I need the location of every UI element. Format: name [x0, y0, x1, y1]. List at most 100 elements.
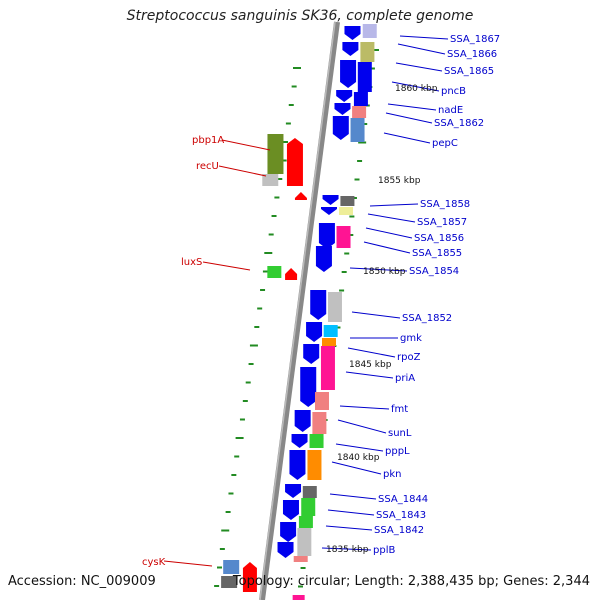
gene-box	[353, 92, 368, 106]
gene-box	[360, 42, 375, 62]
label-leader-lines	[163, 35, 449, 567]
gene-box	[309, 434, 324, 448]
forward-gene-arrow	[289, 450, 306, 480]
forward-gene-arrow	[342, 42, 359, 56]
gene-box	[321, 338, 336, 346]
gene-box	[292, 595, 305, 600]
reverse-gene-arrow	[294, 192, 307, 200]
gene-label-gmk: gmk	[400, 333, 422, 344]
kbp-label-1860: 1860 kbp	[395, 84, 438, 94]
leader-line	[351, 311, 401, 319]
gene-box	[298, 516, 313, 528]
gene-label-ssa1866: SSA_1866	[447, 49, 497, 60]
gene-label-ssa1842: SSA_1842	[374, 525, 424, 536]
leader-line	[345, 371, 394, 379]
leader-line	[363, 241, 411, 254]
gene-label-recu: recU	[196, 161, 219, 172]
leader-line	[202, 261, 251, 271]
forward-gene-arrow	[294, 410, 311, 432]
reverse-gene-arrow	[242, 562, 257, 592]
gene-label-cysk: cysK	[142, 557, 166, 568]
gene-box	[297, 528, 312, 556]
leader-line	[349, 267, 408, 272]
gene-box	[338, 207, 353, 215]
gene-box	[314, 392, 329, 410]
forward-gene-arrow	[315, 246, 332, 272]
leader-line	[397, 43, 446, 55]
gene-box-cysk	[223, 560, 240, 574]
gene-box-pbp1a	[267, 134, 284, 174]
leader-line	[399, 35, 449, 40]
gene-box	[336, 226, 351, 248]
reverse-gene-arrow	[286, 138, 303, 186]
gene-label-sunl: sunL	[388, 428, 412, 439]
gene-label-nade: nadE	[438, 105, 463, 116]
gene-box	[312, 412, 327, 434]
forward-gene-arrow	[322, 195, 339, 205]
gene-features	[221, 24, 377, 600]
gene-label-ssa1867: SSA_1867	[450, 34, 500, 45]
kbp-label-1845: 1845 kbp	[349, 360, 392, 370]
leader-line	[331, 461, 382, 475]
forward-gene-arrow	[344, 26, 361, 40]
leader-line	[365, 227, 413, 239]
leader-line	[395, 62, 443, 72]
gene-label-pbp1a: pbp1A	[192, 135, 224, 146]
gene-box	[262, 174, 279, 186]
forward-gene-arrow	[303, 344, 320, 364]
kbp-label-1835: 1835 kbp	[326, 545, 369, 555]
leader-line	[321, 547, 372, 551]
gene-box	[221, 576, 238, 588]
gene-label-ssa1865: SSA_1865	[444, 66, 494, 77]
leader-line	[335, 443, 384, 452]
gene-box	[357, 62, 372, 92]
gene-label-ssa1843: SSA_1843	[376, 510, 426, 521]
leader-line	[347, 347, 396, 358]
leader-line	[339, 405, 390, 410]
leader-line	[387, 103, 437, 111]
gene-label-ssa1855: SSA_1855	[412, 248, 462, 259]
figure-title: Streptococcus sanguinis SK36, complete g…	[126, 8, 474, 24]
gene-label-pncb: pncB	[441, 86, 466, 97]
gene-label-rpoz: rpoZ	[397, 352, 421, 363]
forward-gene-arrow	[332, 116, 349, 140]
gene-box	[362, 24, 377, 38]
gene-box	[302, 486, 317, 498]
gene-box-luxs	[267, 266, 282, 278]
leader-line	[327, 509, 375, 516]
leader-line	[329, 493, 377, 500]
accession-text: Accession: NC_009009	[8, 574, 156, 589]
forward-gene-arrow	[300, 367, 317, 407]
forward-gene-arrow	[310, 290, 327, 320]
gene-box	[327, 292, 342, 322]
gene-box	[293, 556, 308, 562]
gene-box	[307, 450, 322, 480]
leader-line	[163, 560, 213, 567]
forward-gene-arrow	[336, 90, 353, 102]
genome-stats-text: Topology: circular; Length: 2,388,435 bp…	[232, 574, 590, 589]
gene-label-pplb: pplB	[373, 545, 395, 556]
forward-gene-arrow	[318, 223, 335, 249]
leader-line	[385, 112, 433, 124]
leader-line	[391, 81, 440, 92]
leader-line	[218, 165, 267, 177]
leader-line	[337, 419, 387, 434]
gene-label-ssa1856: SSA_1856	[414, 233, 464, 244]
gene-box	[350, 118, 365, 142]
kbp-label-1840: 1840 kbp	[337, 453, 380, 463]
genome-backbone	[259, 21, 340, 600]
gene-box	[320, 346, 335, 390]
gene-label-ssa1854: SSA_1854	[409, 266, 459, 277]
forward-gene-arrow	[340, 60, 357, 88]
gene-box	[340, 196, 355, 206]
gene-label-ssa1852: SSA_1852	[402, 313, 452, 324]
gene-label-ssa1844: SSA_1844	[378, 494, 428, 505]
leader-line	[383, 132, 431, 144]
leader-line	[221, 139, 271, 151]
forward-gene-arrow	[306, 322, 323, 342]
forward-gene-arrow	[282, 500, 299, 520]
gene-label-fmt: fmt	[391, 404, 408, 415]
gene-box	[323, 325, 338, 337]
gene-box	[301, 498, 316, 516]
